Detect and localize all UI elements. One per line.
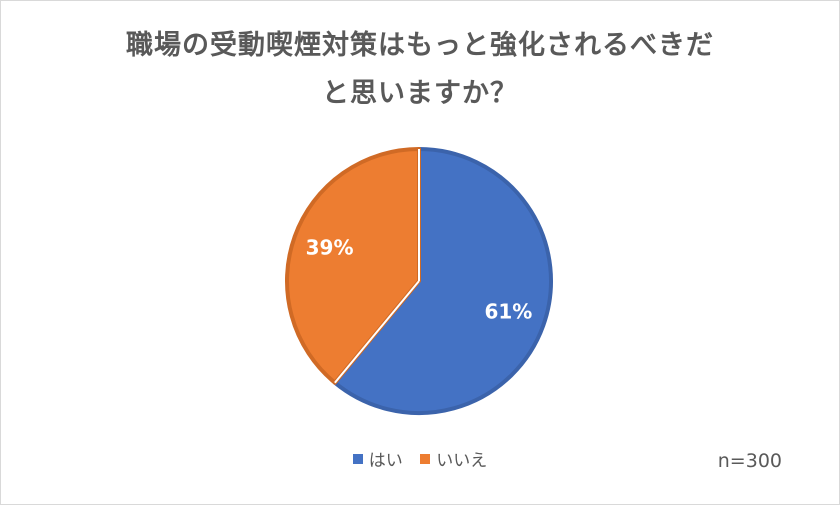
- legend-swatch-yes: [352, 453, 363, 464]
- data-label-no: 39%: [306, 235, 354, 259]
- legend-label-yes: はい: [368, 451, 403, 471]
- legend-item-yes: はい: [352, 446, 403, 471]
- legend-swatch-no: [420, 453, 431, 464]
- legend: はい いいえ: [0, 446, 840, 471]
- chart-title-line-2: と思いますか？: [322, 78, 518, 109]
- chart-title-line-1: 職場の受動喫煙対策はもっと強化されるべきだ: [126, 30, 714, 61]
- legend-item-no: いいえ: [420, 446, 487, 471]
- data-label-yes: 61%: [484, 300, 532, 324]
- slice-separator: [334, 280, 420, 384]
- slice-yes: [332, 147, 553, 415]
- chart-title: 職場の受動喫煙対策はもっと強化されるべきだ と思いますか？: [0, 22, 840, 118]
- legend-label-no: いいえ: [436, 451, 488, 471]
- sample-size-note: n=300: [717, 450, 782, 472]
- slice-no: [285, 147, 421, 385]
